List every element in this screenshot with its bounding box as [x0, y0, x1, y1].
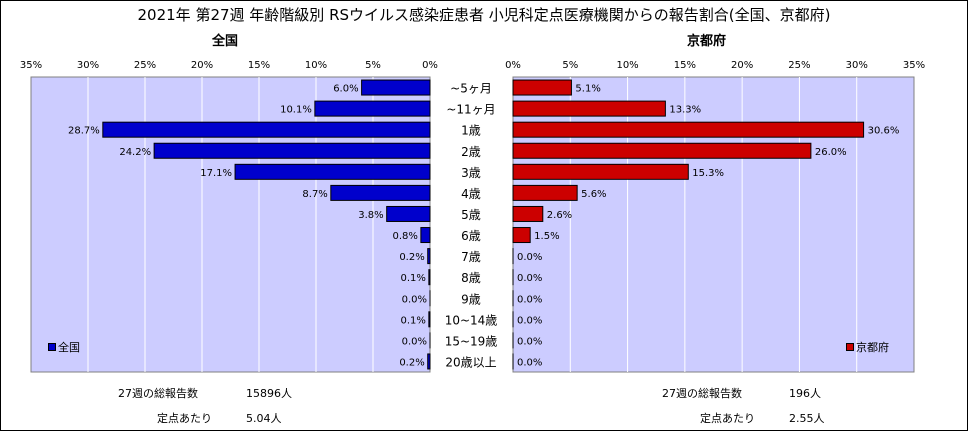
age-category-label: ~5ヶ月 [450, 82, 492, 96]
kyoto-data-label: 0.0% [517, 357, 542, 368]
kyoto-data-label: 5.6% [581, 189, 606, 200]
national-x-tick-label: 0% [422, 60, 438, 71]
national-x-tick-label: 15% [248, 60, 270, 71]
national-data-label: 24.2% [119, 147, 151, 158]
national-total-label: 27週の総報告数 [118, 387, 198, 400]
national-data-label: 0.2% [399, 357, 424, 368]
national-legend-label: 全国 [58, 341, 80, 354]
kyoto-data-label: 2.6% [547, 210, 572, 221]
kyoto-x-tick-label: 35% [903, 60, 925, 71]
national-bar [153, 142, 431, 159]
national-data-label: 0.1% [400, 315, 425, 326]
age-category-label: 2歳 [461, 145, 481, 159]
national-bar [427, 353, 431, 370]
age-category-label: 15~19歳 [445, 334, 498, 348]
national-bar [428, 311, 431, 328]
age-category-label: 5歳 [461, 208, 481, 222]
kyoto-legend: 京都府 [846, 339, 889, 355]
national-bar [314, 100, 431, 117]
national-legend: 全国 [48, 339, 80, 355]
kyoto-bar [512, 227, 531, 244]
national-bar [386, 205, 431, 222]
national-per-value: 5.04人 [246, 412, 282, 425]
national-x-tick-label: 5% [365, 60, 381, 71]
kyoto-data-label: 5.1% [575, 84, 600, 95]
kyoto-bar [512, 79, 572, 96]
national-data-label: 0.0% [402, 336, 427, 347]
kyoto-legend-label: 京都府 [856, 341, 889, 354]
national-x-tick-label: 35% [20, 60, 42, 71]
national-plot-area [30, 76, 431, 373]
kyoto-data-label: 13.3% [669, 105, 701, 116]
kyoto-x-tick-label: 0% [505, 60, 521, 71]
kyoto-bar [512, 121, 865, 138]
chart-title: 2021年 第27週 年齢階級別 RSウイルス感染症患者 小児科定点医療機関から… [137, 6, 831, 24]
national-data-label: 17.1% [200, 168, 232, 179]
kyoto-x-tick-label: 25% [788, 60, 810, 71]
national-bar [330, 184, 431, 201]
national-data-label: 0.0% [402, 294, 427, 305]
national-data-label: 0.1% [400, 273, 425, 284]
kyoto-legend-swatch [846, 343, 854, 351]
national-per-label: 定点あたり [157, 412, 212, 425]
national-data-label: 8.7% [302, 189, 327, 200]
kyoto-data-label: 0.0% [517, 252, 542, 263]
national-data-label: 3.8% [358, 210, 383, 221]
kyoto-data-label: 0.0% [517, 315, 542, 326]
kyoto-x-tick-label: 5% [562, 60, 578, 71]
national-bar [361, 79, 431, 96]
kyoto-bar [512, 184, 578, 201]
kyoto-x-tick-label: 30% [846, 60, 868, 71]
kyoto-plot-area [512, 76, 915, 373]
kyoto-total-value: 196人 [789, 387, 821, 400]
national-data-label: 28.7% [68, 126, 100, 137]
national-data-label: 0.2% [399, 252, 424, 263]
age-category-label: 6歳 [461, 229, 481, 243]
kyoto-per-label: 定点あたり [700, 412, 755, 425]
kyoto-data-label: 0.0% [517, 336, 542, 347]
age-category-label: 7歳 [461, 250, 481, 264]
kyoto-data-label: 30.6% [868, 126, 900, 137]
kyoto-data-label: 0.0% [517, 273, 542, 284]
age-category-label: 20歳以上 [445, 355, 496, 369]
kyoto-total-label: 27週の総報告数 [662, 387, 742, 400]
age-category-label: 4歳 [461, 187, 481, 201]
kyoto-data-label: 26.0% [815, 147, 847, 158]
kyoto-data-label: 15.3% [692, 168, 724, 179]
national-subtitle: 全国 [212, 34, 239, 49]
national-data-label: 6.0% [333, 84, 358, 95]
age-category-label: 10~14歳 [445, 313, 498, 327]
national-bar [102, 121, 431, 138]
kyoto-bar [512, 205, 544, 222]
national-bar [428, 269, 431, 286]
kyoto-bar [512, 100, 666, 117]
kyoto-bar [512, 142, 812, 159]
kyoto-subtitle: 京都府 [687, 34, 727, 49]
age-category-label: 3歳 [461, 166, 481, 180]
national-bar [234, 163, 431, 180]
national-x-tick-label: 25% [134, 60, 156, 71]
national-total-value: 15896人 [246, 387, 292, 400]
age-category-label: 9歳 [461, 292, 481, 306]
kyoto-x-tick-label: 15% [674, 60, 696, 71]
kyoto-data-label: 0.0% [517, 294, 542, 305]
kyoto-data-label: 1.5% [534, 231, 559, 242]
age-category-label: ~11ヶ月 [446, 103, 495, 117]
kyoto-x-tick-label: 20% [731, 60, 753, 71]
national-data-label: 0.8% [392, 231, 417, 242]
national-x-tick-label: 10% [305, 60, 327, 71]
kyoto-x-tick-label: 10% [616, 60, 638, 71]
kyoto-per-value: 2.55人 [789, 412, 825, 425]
national-x-tick-label: 20% [191, 60, 213, 71]
national-data-label: 10.1% [280, 105, 312, 116]
age-category-label: 8歳 [461, 271, 481, 285]
national-legend-swatch [48, 343, 56, 351]
national-x-tick-label: 30% [77, 60, 99, 71]
national-bar [420, 227, 431, 244]
kyoto-bar [512, 163, 689, 180]
national-bar [427, 248, 431, 265]
age-category-label: 1歳 [461, 124, 481, 138]
